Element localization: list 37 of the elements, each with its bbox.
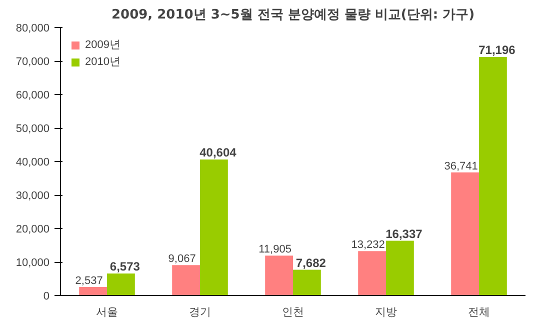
bar xyxy=(479,56,507,296)
x-tick-label: 지방 xyxy=(375,306,397,318)
data-label: 11,905 xyxy=(258,244,292,256)
x-tick-label: 서울 xyxy=(96,306,118,318)
data-label: 7,682 xyxy=(296,256,326,270)
y-tick-label: 50,000 xyxy=(16,123,50,135)
y-tick-label: 40,000 xyxy=(16,156,50,168)
bar xyxy=(293,270,321,296)
bar xyxy=(200,159,228,296)
data-label: 9,067 xyxy=(168,253,196,266)
chart-title: 2009, 2010년 3~5월 전국 분양예정 물량 비교(단위: 가구) xyxy=(111,8,475,22)
bar xyxy=(265,256,293,296)
data-label: 6,573 xyxy=(110,259,140,274)
y-tick-label: 30,000 xyxy=(16,190,50,202)
legend-label: 2009년 xyxy=(85,38,120,52)
y-tick-label: 70,000 xyxy=(16,56,50,68)
bar xyxy=(386,240,414,296)
y-tick-label: 10,000 xyxy=(16,257,50,269)
y-tick-label: 80,000 xyxy=(16,22,50,34)
data-label: 36,741 xyxy=(444,160,478,172)
y-tick-label: 20,000 xyxy=(16,224,50,236)
x-tick-label: 경기 xyxy=(189,306,211,318)
bar xyxy=(107,273,135,296)
bar xyxy=(358,251,386,296)
data-label: 13,232 xyxy=(351,239,385,252)
bar xyxy=(79,287,107,296)
data-label: 40,604 xyxy=(200,145,237,160)
bar xyxy=(451,172,479,296)
x-tick-label: 인천 xyxy=(282,306,304,318)
data-label: 71,196 xyxy=(478,42,516,57)
bar xyxy=(172,265,200,296)
y-tick-label: 0 xyxy=(43,290,50,302)
y-tick-label: 60,000 xyxy=(16,90,50,102)
data-label: 2,537 xyxy=(75,275,103,287)
legend-label: 2010년 xyxy=(85,55,120,69)
data-label: 16,337 xyxy=(386,226,423,241)
x-tick-label: 전체 xyxy=(468,306,490,318)
